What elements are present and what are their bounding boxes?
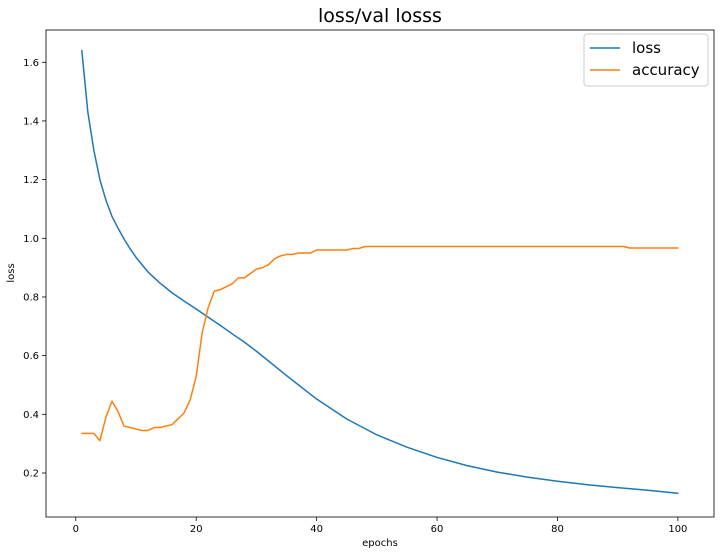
y-axis: 0.2 0.4 0.6 0.8 1.0 1.2 1.4 1.6 <box>23 58 46 479</box>
y-tick-label: 1.2 <box>23 175 39 186</box>
y-tick-label: 1.6 <box>23 58 39 69</box>
legend-box <box>583 33 709 87</box>
series-line-accuracy <box>81 245 679 442</box>
y-tick-label: 0.2 <box>23 468 39 479</box>
y-axis-label: loss <box>6 263 17 282</box>
x-axis: 0 20 40 60 80 100 <box>73 517 687 535</box>
x-tick-label: 0 <box>73 524 79 535</box>
plot-area <box>46 30 714 517</box>
legend-label-accuracy: accuracy <box>632 61 700 79</box>
plot-frame <box>45 29 715 518</box>
chart-title: loss/val losss <box>318 5 442 27</box>
series-layer <box>81 49 679 494</box>
y-tick-label: 0.8 <box>23 292 39 303</box>
legend: loss accuracy <box>583 33 709 87</box>
y-tick-label: 0.4 <box>23 410 39 421</box>
x-tick-label: 20 <box>190 524 203 535</box>
x-tick-label: 100 <box>668 524 687 535</box>
legend-label-loss: loss <box>632 39 661 57</box>
series-line-loss <box>81 49 679 494</box>
y-tick-label: 1.0 <box>23 234 39 245</box>
y-tick-label: 0.6 <box>23 351 39 362</box>
x-axis-label: epochs <box>362 538 398 549</box>
x-tick-label: 40 <box>310 524 323 535</box>
x-tick-label: 80 <box>551 524 564 535</box>
y-tick-label: 1.4 <box>23 116 39 127</box>
x-tick-label: 60 <box>431 524 444 535</box>
